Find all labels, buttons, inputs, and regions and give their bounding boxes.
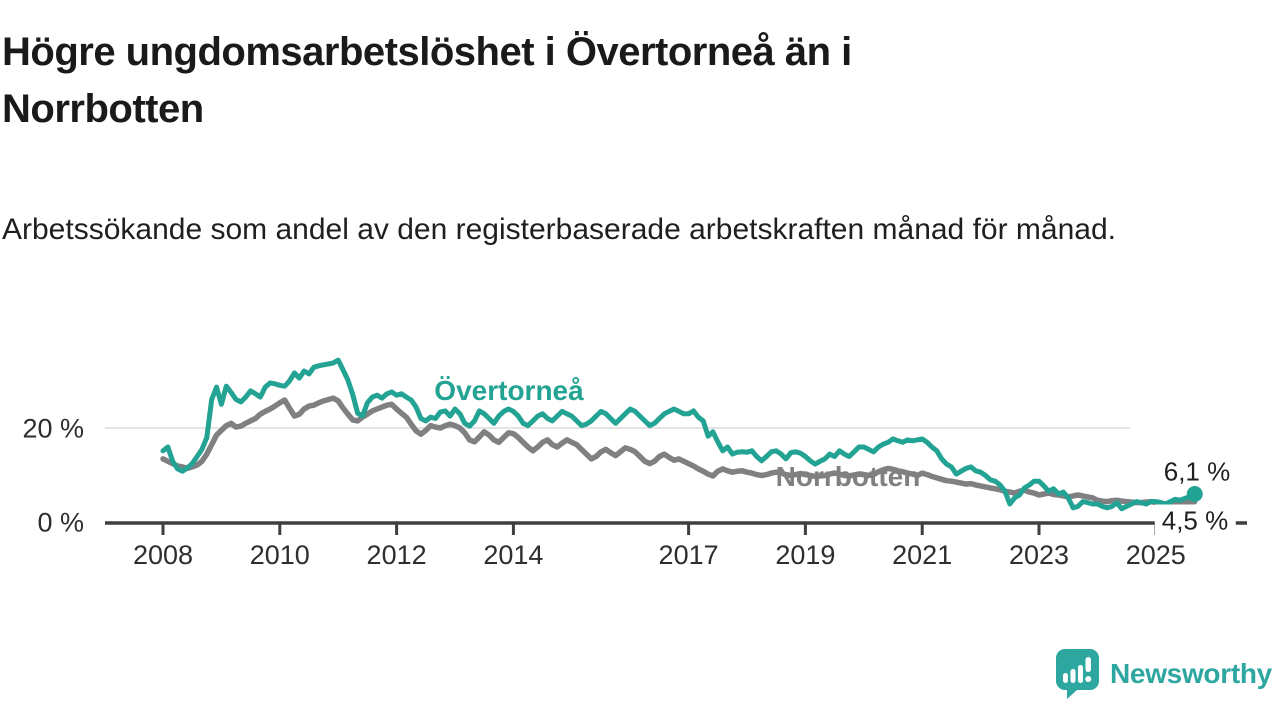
newsworthy-logo-icon <box>1056 649 1099 699</box>
end-value-label-norrbotten: 4,5 % <box>1154 504 1236 538</box>
x-axis-label-2023: 2023 <box>1008 540 1070 570</box>
x-axis-label-2019: 2019 <box>775 540 836 570</box>
logo-bubble-shape <box>1056 649 1099 699</box>
end-point-dot <box>1186 486 1203 503</box>
newsworthy-logo[interactable]: Newsworthy <box>1054 648 1272 700</box>
x-axis-label-2010: 2010 <box>249 540 310 570</box>
x-axis-label-2017: 2017 <box>658 540 719 570</box>
x-axis-label-2012: 2012 <box>366 540 427 570</box>
y-axis-label-0: 0 % <box>37 507 84 538</box>
page-title: Högre ungdomsarbetslöshet i Övertorneå ä… <box>2 30 852 131</box>
series-label-norrbotten: Norrbotten <box>775 461 921 492</box>
end-value-label-overtornea: 6,1 % <box>1163 456 1231 487</box>
series-line-overtornea <box>160 357 1198 512</box>
x-axis-label-2014: 2014 <box>483 540 544 570</box>
chart-subtitle: Arbetssökande som andel av den registerb… <box>2 213 1116 246</box>
y-axis-label-20: 20 % <box>22 413 84 444</box>
newsworthy-logo-text: Newsworthy <box>1110 658 1272 689</box>
x-axis-label-2021: 2021 <box>892 540 953 570</box>
x-axis-label-2008: 2008 <box>132 540 194 570</box>
series-label-overtornea: Övertorneå <box>434 375 584 406</box>
x-axis-label-2025: 2025 <box>1125 540 1186 570</box>
